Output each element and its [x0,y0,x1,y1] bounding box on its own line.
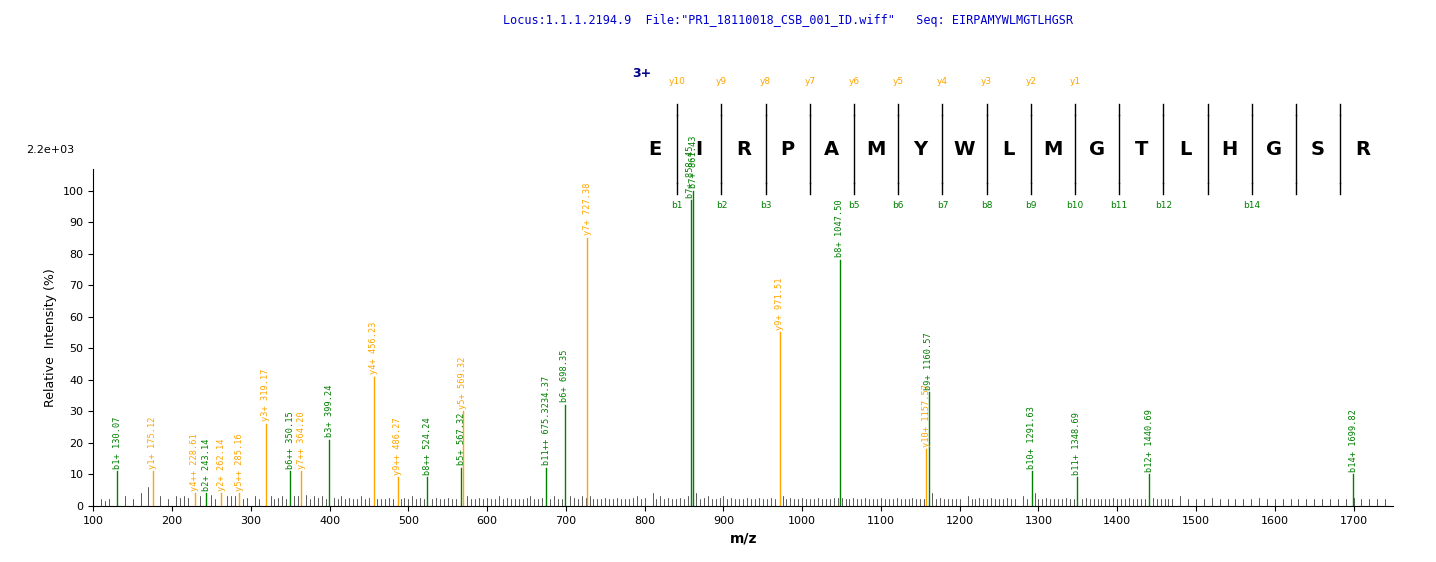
Text: y7++ 364.20: y7++ 364.20 [297,411,306,469]
Text: b7+ 861.43: b7+ 861.43 [688,135,698,188]
Text: Locus:1.1.1.2194.9  File:"PR1_18110018_CSB_001_ID.wiff"   Seq: EIRPAMYWLMGTLHGSR: Locus:1.1.1.2194.9 File:"PR1_18110018_CS… [503,14,1073,27]
Text: b8+ 1047.50: b8+ 1047.50 [836,200,844,257]
Text: y9: y9 [715,78,727,87]
Text: y10+ 1157.57: y10+ 1157.57 [922,383,931,447]
Text: I: I [695,140,702,159]
Y-axis label: Relative  Intensity (%): Relative Intensity (%) [45,268,57,406]
Text: y4+ 456.23: y4+ 456.23 [369,321,379,374]
Text: G: G [1267,140,1282,159]
Text: b2: b2 [715,201,727,210]
Text: M: M [866,140,886,159]
Text: E: E [649,140,662,159]
Text: y5++ 285.16: y5++ 285.16 [234,433,244,491]
X-axis label: m/z: m/z [729,531,757,545]
Text: b14: b14 [1244,201,1261,210]
Text: 3+: 3+ [632,66,651,80]
Text: b1: b1 [672,201,684,210]
Text: y6: y6 [849,78,860,87]
Text: b1+ 130.07: b1+ 130.07 [112,416,122,469]
Text: b6++ 350.15: b6++ 350.15 [286,411,294,469]
Text: A: A [824,140,840,159]
Text: y7+ 727.38: y7+ 727.38 [583,183,592,235]
Text: H: H [1222,140,1238,159]
Text: b11: b11 [1110,201,1127,210]
Text: b14+ 1699.82: b14+ 1699.82 [1348,409,1358,472]
Text: b12+ 1440.69: b12+ 1440.69 [1144,409,1153,472]
Text: 2.2e+03: 2.2e+03 [26,144,75,155]
Text: b8: b8 [981,201,992,210]
Text: T: T [1134,140,1147,159]
Text: b2+ 243.14: b2+ 243.14 [201,438,211,491]
Text: L: L [1002,140,1015,159]
Text: y8: y8 [760,78,771,87]
Text: y1+ 175.12: y1+ 175.12 [148,416,157,469]
Text: W: W [954,140,975,159]
Text: b8++ 524.24: b8++ 524.24 [424,417,432,475]
Text: y3: y3 [981,78,992,87]
Text: b11++ 675.3234.37: b11++ 675.3234.37 [541,376,551,465]
Text: Y: Y [913,140,928,159]
Text: P: P [781,140,794,159]
Text: G: G [1088,140,1106,159]
Text: y7: y7 [804,78,816,87]
Text: y9++ 486.27: y9++ 486.27 [393,417,402,475]
Text: L: L [1179,140,1192,159]
Text: R: R [737,140,751,159]
Text: y2: y2 [1025,78,1037,87]
Text: y4++ 228.61: y4++ 228.61 [190,433,200,491]
Text: M: M [1043,140,1063,159]
Text: y2+ 262.14: y2+ 262.14 [217,438,225,491]
Text: b9+ 1160.57: b9+ 1160.57 [925,332,933,390]
Text: b3+ 399.24: b3+ 399.24 [325,384,333,437]
Text: b10: b10 [1067,201,1084,210]
Text: b12: b12 [1155,201,1172,210]
Text: y4: y4 [936,78,948,87]
Text: y3+ 319.17: y3+ 319.17 [261,369,270,422]
Text: b3: b3 [760,201,771,210]
Text: b10+ 1291.63: b10+ 1291.63 [1027,406,1037,469]
Text: R: R [1354,140,1370,159]
Text: b11+ 1348.69: b11+ 1348.69 [1073,412,1081,475]
Text: b7+ 858.45: b7+ 858.45 [686,145,695,198]
Text: y5: y5 [893,78,903,87]
Text: b5: b5 [849,201,860,210]
Text: b6: b6 [892,201,903,210]
Text: y1: y1 [1070,78,1080,87]
Text: b7: b7 [936,201,948,210]
Text: b5+ 567.32: b5+ 567.32 [457,413,465,465]
Text: b6+ 698.35: b6+ 698.35 [560,350,569,402]
Text: y10: y10 [669,78,685,87]
Text: y9+ 971.51: y9+ 971.51 [775,278,784,330]
Text: b9: b9 [1025,201,1037,210]
Text: S: S [1311,140,1325,159]
Text: y5+ 569.32: y5+ 569.32 [458,356,468,409]
